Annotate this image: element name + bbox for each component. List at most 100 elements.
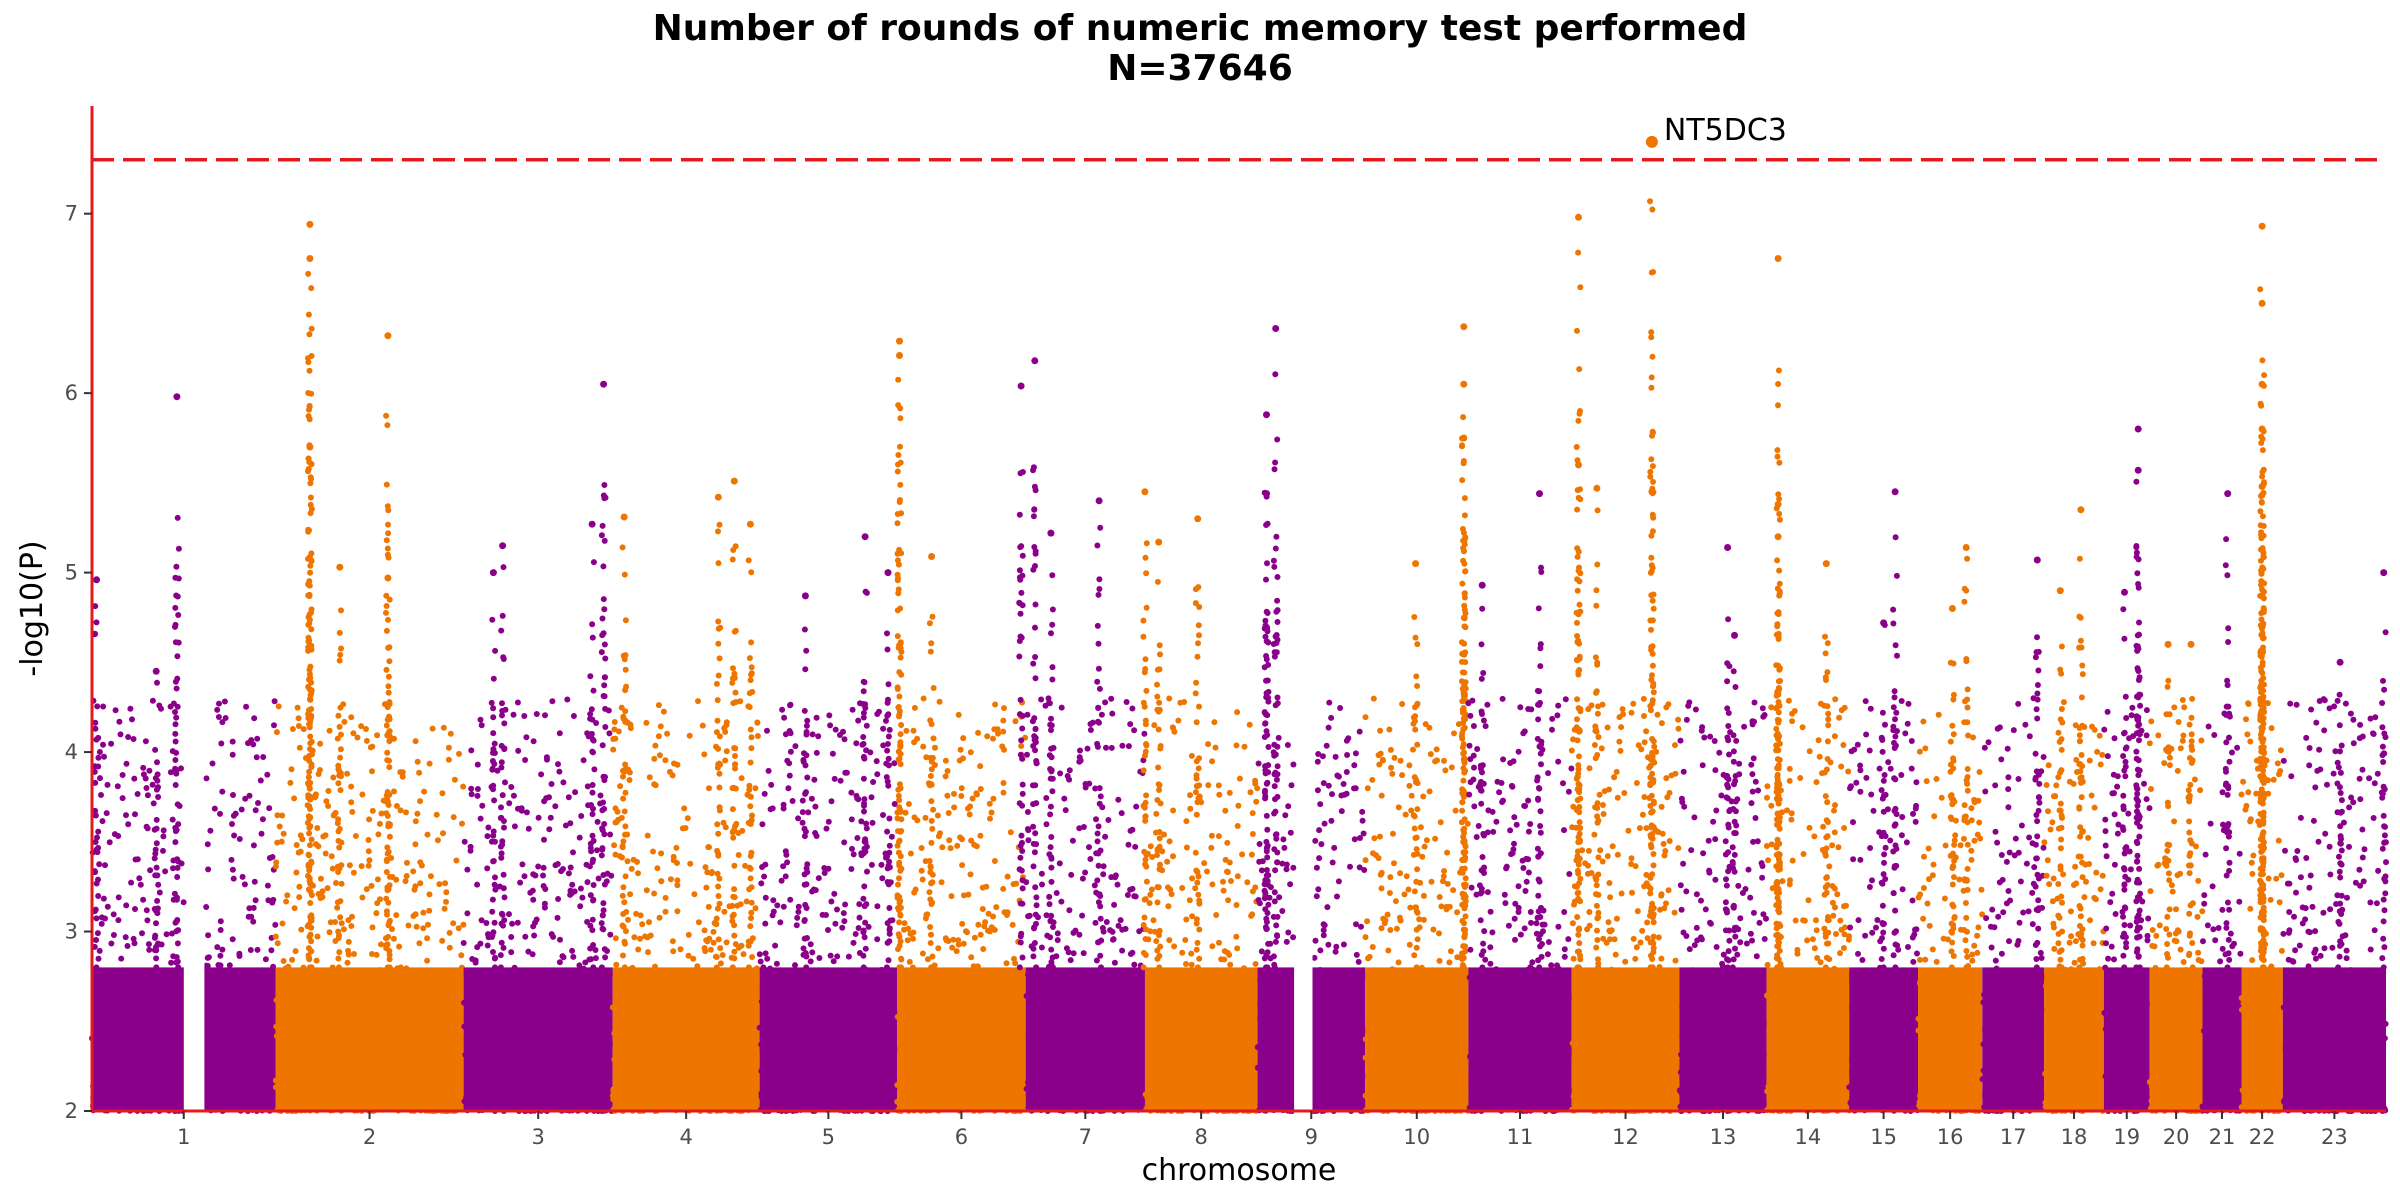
data-point (289, 956, 296, 963)
data-point (214, 706, 221, 713)
peak-point (602, 655, 609, 662)
data-point (735, 852, 742, 858)
data-point (938, 879, 945, 886)
peak-point (601, 606, 608, 613)
data-point (934, 812, 941, 819)
peak-point (894, 815, 901, 822)
data-point (112, 707, 119, 714)
peak-point (154, 771, 161, 778)
data-point (313, 957, 320, 964)
peak-point (500, 871, 507, 878)
peak-point (306, 830, 313, 837)
peak-point (501, 720, 508, 727)
peak-top-point (306, 220, 314, 228)
peak-point (1030, 823, 1037, 830)
data-point (1150, 917, 1157, 924)
data-point (615, 728, 622, 735)
peak-point (1048, 630, 1054, 637)
peak-point (1194, 964, 1201, 971)
peak-point (801, 825, 808, 832)
peak-point (1032, 830, 1039, 837)
data-point (443, 889, 450, 896)
peak-point (1046, 700, 1053, 707)
peak-point (1017, 696, 1024, 703)
data-points (89, 138, 2389, 1114)
data-point (272, 921, 279, 928)
data-point (124, 943, 131, 949)
data-point (325, 803, 332, 809)
data-point (332, 919, 339, 925)
data-point (987, 815, 993, 822)
data-point (691, 891, 698, 898)
data-point (474, 881, 481, 888)
data-point (363, 726, 369, 732)
data-point (547, 814, 554, 821)
peak-point (1094, 830, 1101, 837)
peak-point (746, 704, 753, 711)
peak-point (884, 920, 891, 927)
peak-point (174, 874, 181, 880)
data-point (460, 921, 467, 928)
chromosome-gap (183, 949, 205, 1113)
data-point (491, 740, 498, 747)
data-point (521, 873, 528, 880)
peak-point (928, 721, 935, 728)
peak-point (305, 465, 312, 472)
data-point (348, 714, 355, 721)
peak-point (489, 758, 496, 764)
data-point (1129, 885, 1136, 892)
peak-point (492, 954, 498, 961)
data-point (982, 919, 989, 926)
peak-point (1031, 849, 1038, 856)
data-point (739, 827, 746, 834)
data-point (1084, 745, 1091, 752)
data-point (951, 790, 957, 797)
peak-point (500, 564, 507, 571)
peak-point (620, 952, 626, 959)
peak-point (717, 945, 724, 952)
peak-point (385, 673, 392, 680)
peak-point (896, 693, 903, 700)
data-point (219, 719, 226, 726)
data-point (254, 735, 261, 742)
data-point (421, 788, 428, 795)
data-point (329, 865, 336, 872)
data-point (874, 936, 881, 943)
data-point (827, 952, 834, 959)
peak-point (1016, 599, 1023, 606)
peak-point (490, 858, 497, 864)
peak-point (1154, 899, 1161, 906)
peak-point (731, 886, 738, 893)
peak-point (501, 917, 508, 924)
data-point (322, 850, 329, 857)
peak-point (1195, 622, 1202, 629)
data-point (911, 739, 918, 746)
peak-point (336, 629, 343, 636)
peak-point (1032, 654, 1039, 660)
data-point (146, 946, 153, 953)
peak-point (307, 880, 314, 887)
chromosome-7-points (1016, 357, 1148, 1114)
peak-point (601, 805, 608, 812)
data-point (1209, 758, 1216, 765)
data-point (1334, 893, 1340, 900)
data-point (467, 847, 474, 854)
data-point (1186, 897, 1193, 904)
data-point (1283, 938, 1290, 945)
data-point (1058, 898, 1065, 905)
peak-point (386, 658, 393, 665)
data-point (291, 905, 298, 912)
data-point (330, 774, 337, 781)
peak-point (385, 933, 392, 940)
peak-point (500, 944, 507, 951)
data-point (786, 772, 793, 779)
peak-point (386, 757, 392, 764)
data-point (975, 921, 982, 928)
peak-point (172, 730, 179, 737)
data-point (1312, 937, 1319, 944)
peak-point (501, 824, 507, 831)
data-point (1164, 884, 1171, 891)
data-point (245, 740, 251, 747)
data-point (529, 887, 536, 894)
data-point (298, 926, 305, 933)
